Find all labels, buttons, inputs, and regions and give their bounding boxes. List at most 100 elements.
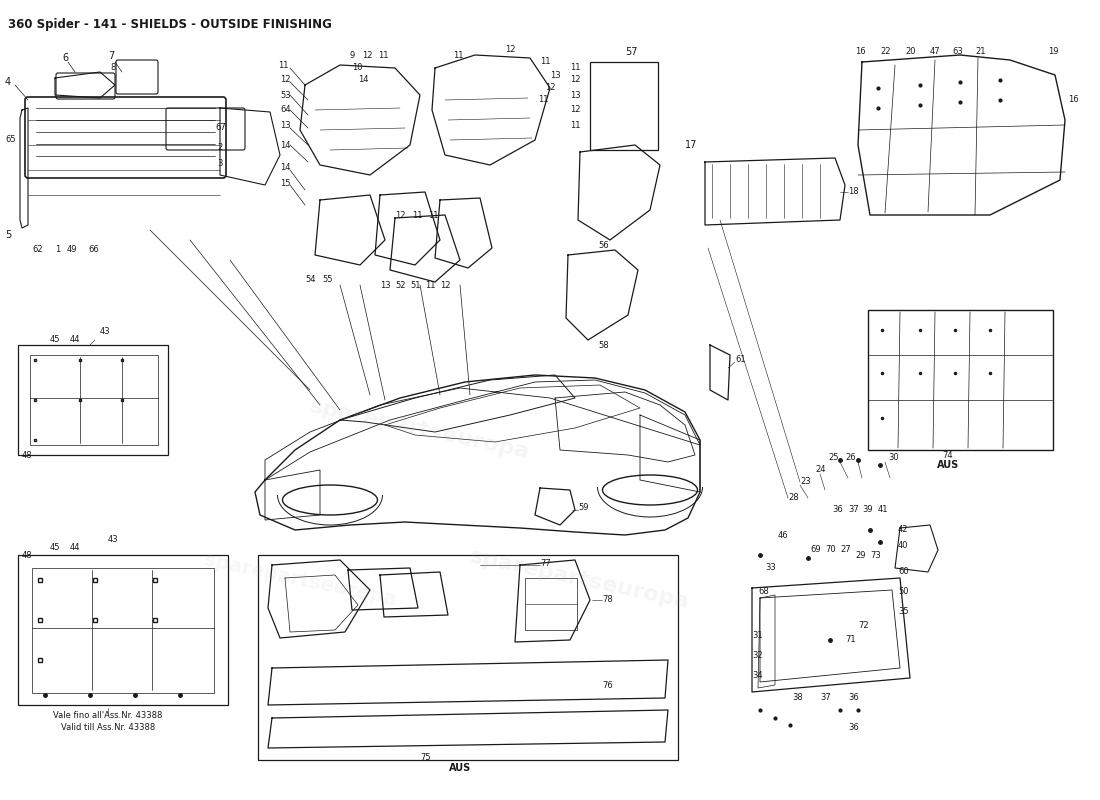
Text: 64: 64: [280, 106, 290, 114]
Text: 46: 46: [778, 530, 789, 539]
Text: 54: 54: [305, 275, 316, 285]
Text: 70: 70: [825, 546, 836, 554]
Text: 42: 42: [898, 526, 909, 534]
Text: 63: 63: [952, 47, 962, 57]
Text: 48: 48: [22, 550, 33, 559]
Bar: [32, 568, 215, 693]
Text: 62: 62: [32, 246, 43, 254]
Text: 18: 18: [848, 187, 859, 197]
Text: 11: 11: [538, 95, 549, 105]
Text: 14: 14: [280, 163, 290, 173]
Text: 52: 52: [395, 281, 406, 290]
Text: 30: 30: [888, 454, 899, 462]
Text: 76: 76: [602, 681, 613, 690]
Text: 22: 22: [880, 47, 891, 57]
Text: 37: 37: [820, 694, 830, 702]
Text: 14: 14: [280, 141, 290, 150]
Text: 13: 13: [570, 90, 581, 99]
Text: 28: 28: [788, 493, 799, 502]
Text: 41: 41: [878, 506, 889, 514]
Text: 19: 19: [1048, 47, 1058, 57]
Bar: [258, 555, 678, 760]
Text: 12: 12: [440, 281, 451, 290]
Text: 61: 61: [735, 355, 746, 365]
Text: 21: 21: [975, 47, 986, 57]
Text: 38: 38: [792, 694, 803, 702]
Text: 75: 75: [420, 754, 430, 762]
Text: 13: 13: [379, 281, 390, 290]
Text: 60: 60: [898, 567, 909, 577]
Text: 31: 31: [752, 630, 762, 639]
Bar: [30, 355, 158, 445]
Text: 56: 56: [598, 241, 608, 250]
Text: 74: 74: [943, 450, 954, 459]
Text: 20: 20: [905, 47, 915, 57]
Text: 48: 48: [22, 450, 33, 459]
Text: Vale fino all'Ass.Nr. 43388: Vale fino all'Ass.Nr. 43388: [53, 710, 163, 719]
Text: 12: 12: [395, 210, 406, 219]
Text: 47: 47: [930, 47, 940, 57]
Text: 11: 11: [540, 58, 550, 66]
Bar: [18, 345, 168, 455]
Text: 6: 6: [62, 53, 68, 63]
Text: 55: 55: [322, 275, 332, 285]
Text: 78: 78: [602, 595, 613, 605]
Text: 12: 12: [544, 83, 556, 93]
Bar: [18, 555, 228, 705]
Text: 36: 36: [832, 506, 843, 514]
Text: 71: 71: [845, 635, 856, 645]
Text: 29: 29: [855, 550, 866, 559]
Text: 1: 1: [55, 246, 60, 254]
Text: 43: 43: [108, 535, 119, 545]
Text: sparepartseuropa: sparepartseuropa: [202, 550, 398, 610]
Text: 69: 69: [810, 546, 821, 554]
Text: 3: 3: [217, 158, 222, 167]
Text: sparepartseuropa: sparepartseuropa: [469, 547, 692, 613]
Text: 14: 14: [358, 75, 368, 85]
Text: 36: 36: [848, 723, 859, 733]
Text: 5: 5: [6, 230, 11, 240]
Text: 37: 37: [848, 506, 859, 514]
Text: 72: 72: [858, 621, 869, 630]
Text: 9: 9: [350, 51, 355, 61]
Text: 11: 11: [570, 121, 581, 130]
Text: 360 Spider - 141 - SHIELDS - OUTSIDE FINISHING: 360 Spider - 141 - SHIELDS - OUTSIDE FIN…: [8, 18, 332, 31]
Text: 24: 24: [815, 466, 825, 474]
Text: 44: 44: [70, 543, 80, 553]
Text: sparepartseuropa: sparepartseuropa: [308, 397, 531, 463]
Text: 26: 26: [845, 454, 856, 462]
Text: 13: 13: [280, 121, 290, 130]
Text: 73: 73: [870, 550, 881, 559]
Text: AUS: AUS: [449, 763, 471, 773]
Text: 2: 2: [217, 143, 222, 153]
Text: 77: 77: [540, 558, 551, 567]
Text: 12: 12: [505, 46, 516, 54]
Text: 11: 11: [453, 50, 463, 59]
Text: 16: 16: [855, 47, 866, 57]
Text: 25: 25: [828, 454, 838, 462]
Text: 15: 15: [280, 178, 290, 187]
Text: AUS: AUS: [937, 460, 959, 470]
Text: 45: 45: [50, 543, 60, 553]
Text: 8: 8: [110, 63, 115, 73]
Bar: [868, 310, 1053, 450]
Text: 67: 67: [214, 123, 225, 133]
Text: 44: 44: [70, 335, 80, 345]
Text: 68: 68: [758, 587, 769, 597]
Text: 43: 43: [100, 327, 111, 337]
Text: 11: 11: [428, 210, 439, 219]
Text: 53: 53: [280, 90, 290, 99]
Text: 40: 40: [898, 541, 909, 550]
Text: 11: 11: [412, 210, 422, 219]
Text: 58: 58: [598, 341, 608, 350]
Text: 12: 12: [362, 51, 373, 61]
Text: 12: 12: [280, 75, 290, 85]
Text: 45: 45: [50, 335, 60, 345]
Text: 36: 36: [848, 694, 859, 702]
Text: 51: 51: [410, 281, 420, 290]
Bar: [525, 578, 578, 630]
Text: 57: 57: [625, 47, 638, 57]
Text: 65: 65: [6, 135, 15, 145]
Text: 12: 12: [570, 75, 581, 85]
Text: 16: 16: [1068, 95, 1079, 105]
